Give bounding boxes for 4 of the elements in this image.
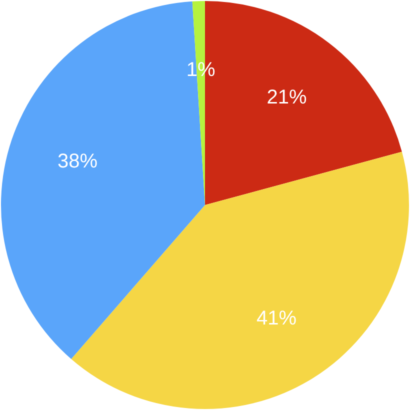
data-label: 1%: [186, 58, 216, 81]
data-label: 41%: [256, 308, 297, 330]
data-label: 38%: [57, 150, 98, 172]
data-label: 21%: [266, 86, 308, 109]
